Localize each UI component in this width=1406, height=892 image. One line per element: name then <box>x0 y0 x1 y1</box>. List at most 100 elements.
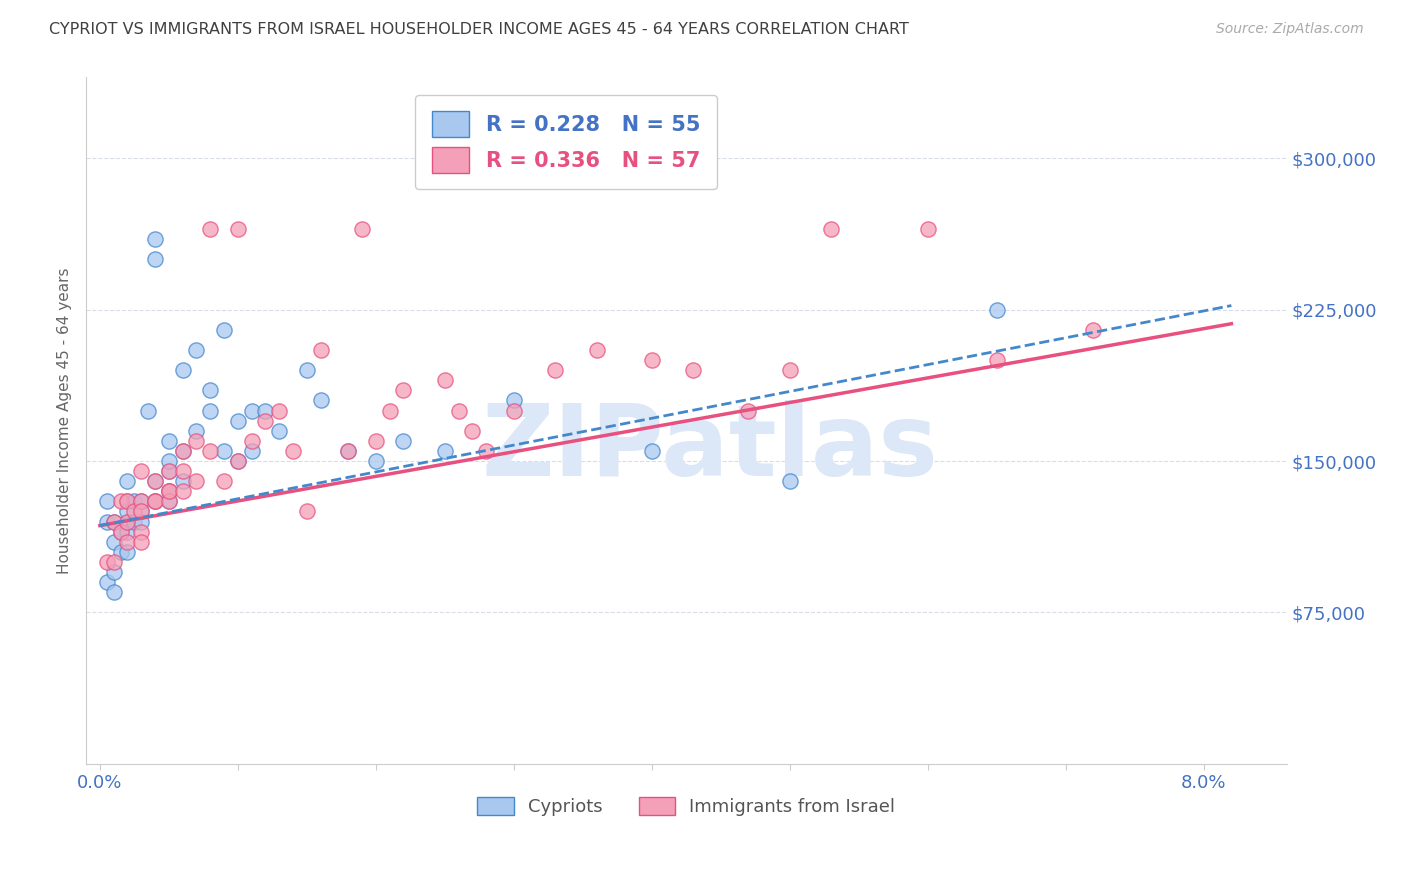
Point <box>364 454 387 468</box>
Point <box>392 384 415 398</box>
Point <box>117 494 139 508</box>
Point <box>110 524 132 539</box>
Point <box>186 424 208 438</box>
Point <box>103 555 125 569</box>
Legend: Cypriots, Immigrants from Israel: Cypriots, Immigrants from Israel <box>470 789 903 823</box>
Point <box>157 494 180 508</box>
Point <box>129 464 152 478</box>
Point <box>157 494 180 508</box>
Point <box>226 454 249 468</box>
Text: CYPRIOT VS IMMIGRANTS FROM ISRAEL HOUSEHOLDER INCOME AGES 45 - 64 YEARS CORRELAT: CYPRIOT VS IMMIGRANTS FROM ISRAEL HOUSEH… <box>49 22 910 37</box>
Point <box>226 414 249 428</box>
Point <box>129 504 152 518</box>
Point <box>157 434 180 448</box>
Point <box>96 494 118 508</box>
Point <box>157 464 180 478</box>
Point <box>117 545 139 559</box>
Point <box>240 444 263 458</box>
Point <box>172 484 194 499</box>
Point <box>779 363 801 377</box>
Point <box>110 494 132 508</box>
Point <box>295 363 318 377</box>
Text: ZIPatlas: ZIPatlas <box>482 400 939 497</box>
Text: Source: ZipAtlas.com: Source: ZipAtlas.com <box>1216 22 1364 37</box>
Point <box>309 393 332 408</box>
Point <box>986 353 1008 368</box>
Point <box>110 524 132 539</box>
Point <box>129 524 152 539</box>
Point <box>226 222 249 236</box>
Point <box>240 403 263 417</box>
Point <box>212 444 235 458</box>
Point <box>143 232 166 246</box>
Point <box>157 454 180 468</box>
Point <box>254 403 277 417</box>
Point <box>200 222 222 236</box>
Y-axis label: Householder Income Ages 45 - 64 years: Householder Income Ages 45 - 64 years <box>58 268 72 574</box>
Point <box>143 494 166 508</box>
Point <box>200 403 222 417</box>
Point <box>186 343 208 357</box>
Point <box>117 524 139 539</box>
Point <box>585 343 607 357</box>
Point <box>124 494 146 508</box>
Point <box>737 403 759 417</box>
Point <box>212 323 235 337</box>
Point <box>820 222 842 236</box>
Point <box>103 585 125 599</box>
Point <box>352 222 374 236</box>
Point <box>117 494 139 508</box>
Point <box>986 302 1008 317</box>
Point <box>117 474 139 488</box>
Point <box>129 494 152 508</box>
Point <box>143 474 166 488</box>
Point <box>502 393 524 408</box>
Point <box>364 434 387 448</box>
Point <box>337 444 360 458</box>
Point <box>392 434 415 448</box>
Point <box>103 534 125 549</box>
Point <box>186 474 208 488</box>
Point <box>226 454 249 468</box>
Point <box>157 484 180 499</box>
Point <box>200 444 222 458</box>
Point <box>172 444 194 458</box>
Point <box>281 444 304 458</box>
Point <box>117 534 139 549</box>
Point <box>172 444 194 458</box>
Point <box>378 403 401 417</box>
Point <box>129 534 152 549</box>
Point <box>682 363 704 377</box>
Point <box>96 555 118 569</box>
Point <box>186 434 208 448</box>
Point <box>200 384 222 398</box>
Point <box>157 464 180 478</box>
Point <box>240 434 263 448</box>
Point <box>103 515 125 529</box>
Point <box>103 565 125 579</box>
Point <box>110 545 132 559</box>
Point <box>124 515 146 529</box>
Point <box>433 444 456 458</box>
Point <box>157 484 180 499</box>
Point <box>143 494 166 508</box>
Point <box>143 494 166 508</box>
Point <box>641 444 664 458</box>
Point <box>143 252 166 267</box>
Point <box>295 504 318 518</box>
Point <box>117 504 139 518</box>
Point <box>172 363 194 377</box>
Point <box>544 363 567 377</box>
Point <box>103 515 125 529</box>
Point <box>129 494 152 508</box>
Point <box>117 515 139 529</box>
Point <box>269 403 291 417</box>
Point <box>129 515 152 529</box>
Point <box>96 575 118 590</box>
Point <box>143 474 166 488</box>
Point <box>269 424 291 438</box>
Point <box>447 403 470 417</box>
Point <box>124 504 146 518</box>
Point <box>96 515 118 529</box>
Point <box>172 474 194 488</box>
